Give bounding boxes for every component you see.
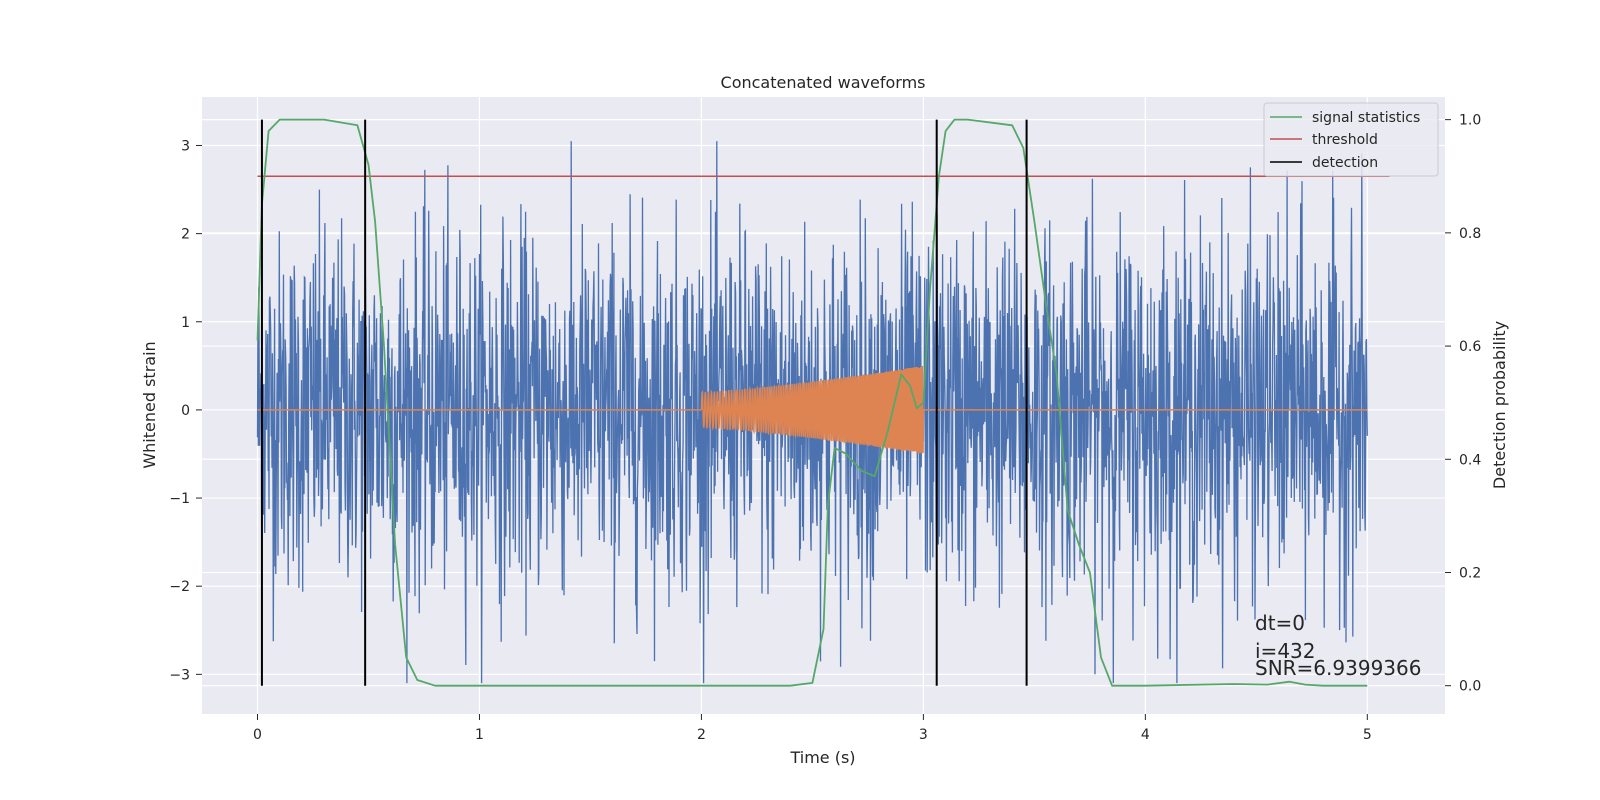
- y-axis-label: Whitened strain: [140, 341, 159, 468]
- y-tick-label: −3: [169, 667, 190, 683]
- y-tick-label: 1: [181, 315, 190, 331]
- right-y-tick-label: 1.0: [1459, 113, 1481, 129]
- x-tick-label: 1: [475, 727, 484, 743]
- y-tick-label: 3: [181, 138, 190, 154]
- right-y-axis-label: Detection probability: [1490, 321, 1509, 489]
- right-y-tick-label: 0.4: [1459, 452, 1481, 468]
- annotation-snr: SNR=6.9399366: [1255, 656, 1421, 680]
- legend: signal statistics threshold detection: [1263, 102, 1439, 177]
- right-y-tick-label: 0.2: [1459, 565, 1481, 581]
- y-tick-label: 2: [181, 227, 190, 243]
- right-y-tick-label: 0.6: [1459, 339, 1481, 355]
- annotation-index: i=432: [1255, 639, 1316, 663]
- x-axis-label: Time (s): [789, 748, 855, 767]
- x-tick-label: 2: [697, 727, 706, 743]
- x-tick-label: 0: [253, 727, 262, 743]
- x-ticks: 0 1 2 3 4 5: [253, 714, 1372, 743]
- legend-label-threshold: threshold: [1312, 132, 1378, 148]
- signal-statistics-line: [256, 118, 1368, 687]
- y-tick-label: −1: [169, 491, 190, 507]
- y-tick-label: 0: [181, 403, 190, 419]
- right-y-ticks: 0.0 0.2 0.4 0.6 0.8 1.0: [1445, 113, 1481, 695]
- y-ticks: −3 −2 −1 0 1 2 3: [169, 138, 202, 683]
- legend-label-detection: detection: [1312, 155, 1378, 171]
- injected-waveform-series: [257, 365, 1368, 454]
- y-tick-label: −2: [169, 579, 190, 595]
- right-y-tick-label: 0.8: [1459, 226, 1481, 242]
- probability-series: [256, 118, 1390, 687]
- x-tick-label: 3: [919, 727, 928, 743]
- annotation-block: dt=0 i=432 SNR=6.9399366: [1255, 611, 1421, 680]
- legend-label-signal-statistics: signal statistics: [1312, 110, 1420, 126]
- x-tick-label: 5: [1363, 727, 1372, 743]
- annotation-dt: dt=0: [1255, 611, 1305, 635]
- x-tick-label: 4: [1141, 727, 1150, 743]
- right-y-tick-label: 0.0: [1459, 679, 1481, 695]
- injected-waveform-line: [257, 365, 1368, 454]
- chart-title: Concatenated waveforms: [721, 73, 926, 92]
- legend-box: [1263, 102, 1439, 177]
